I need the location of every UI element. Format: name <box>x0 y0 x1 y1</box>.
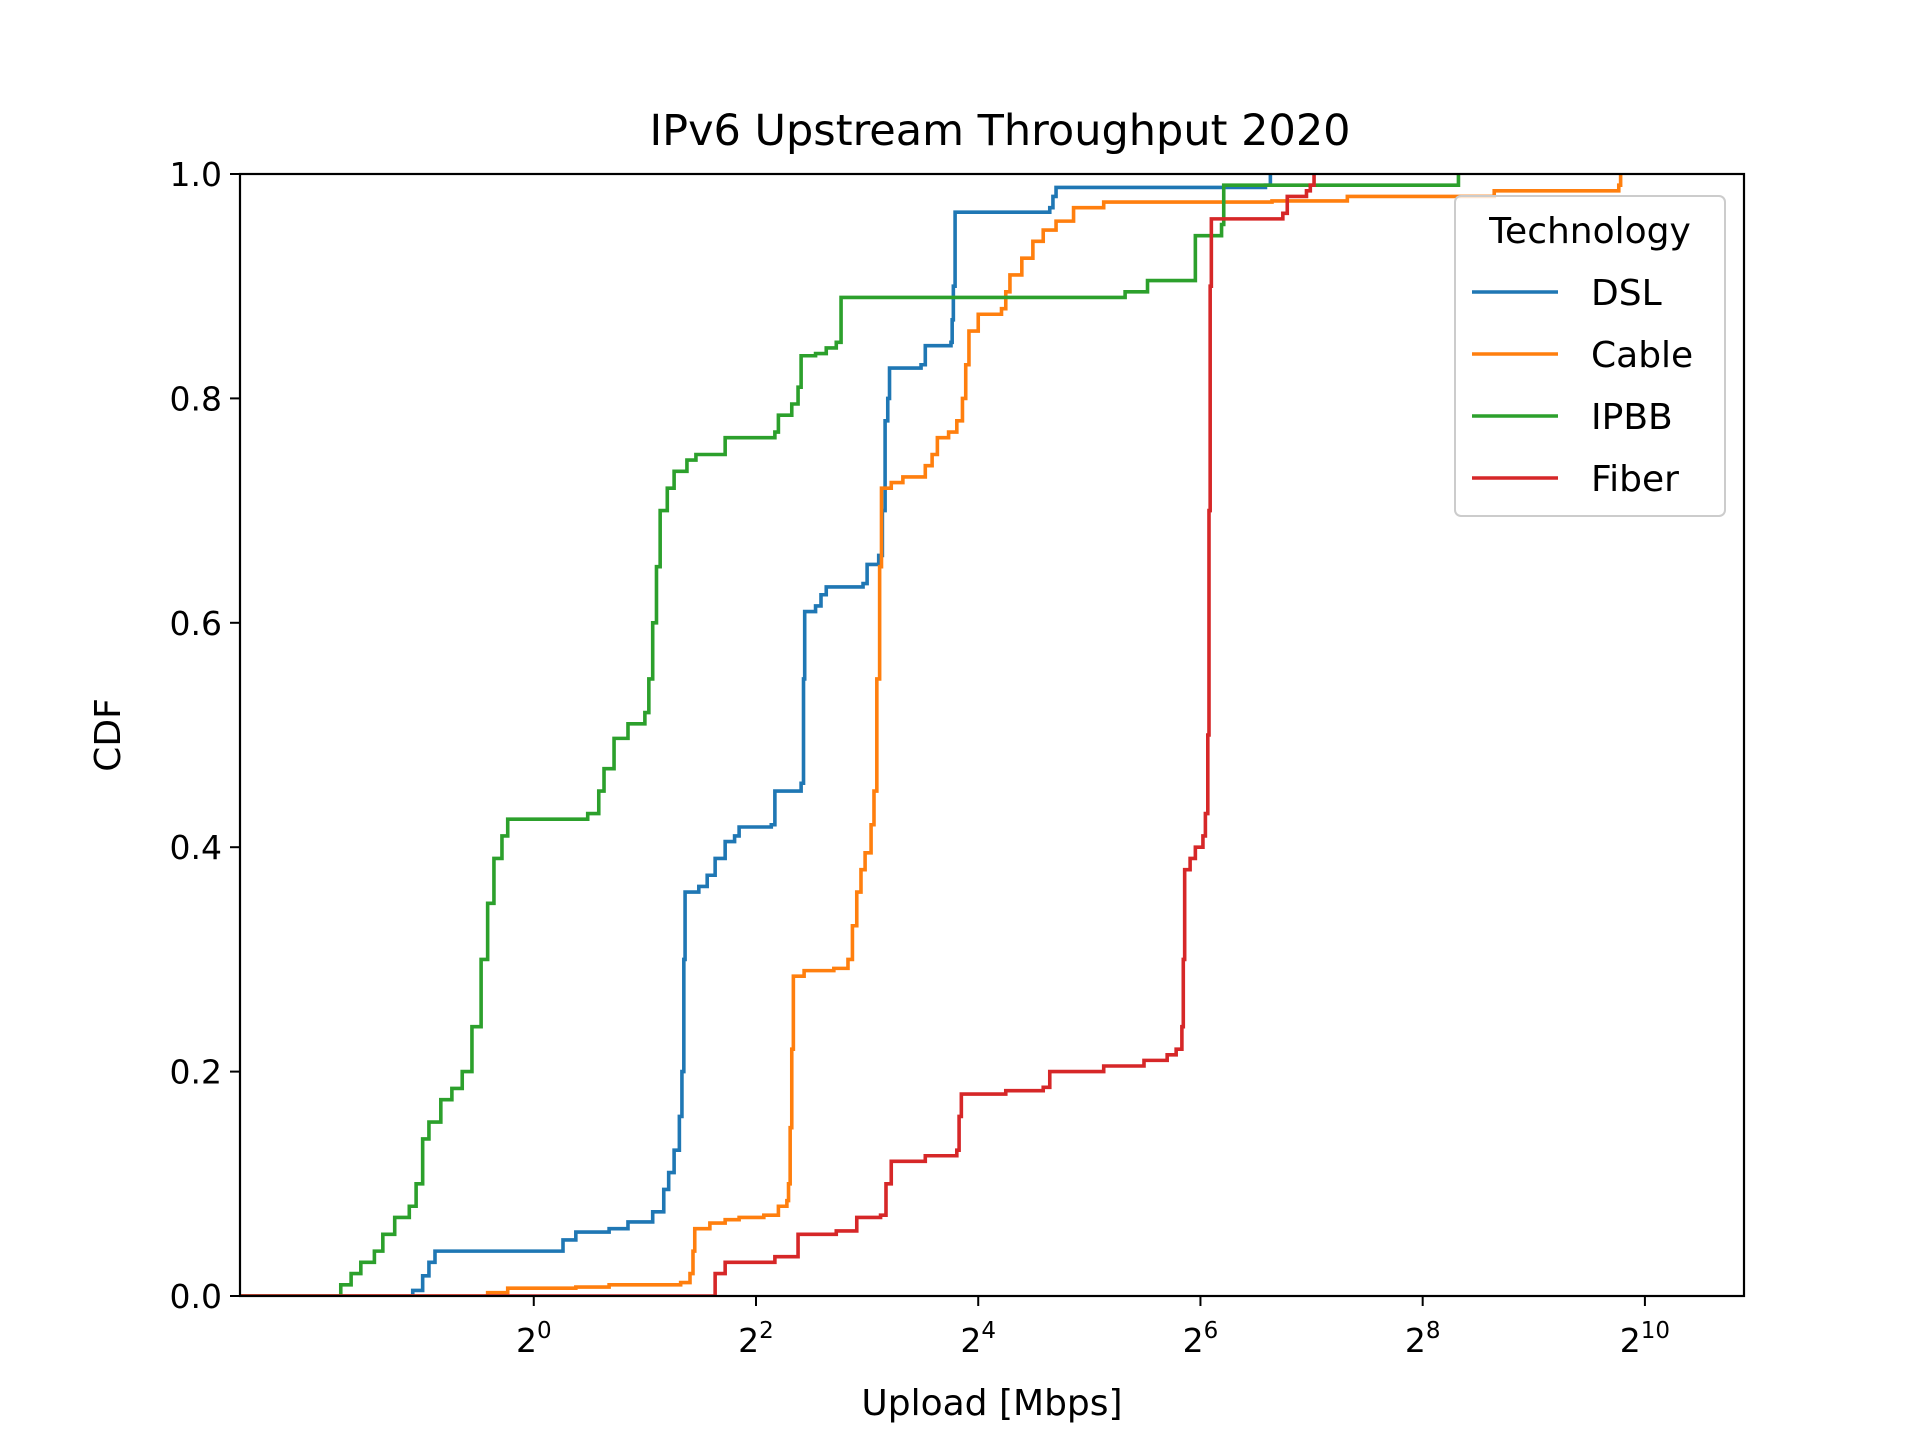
x-tick-label-1: 22 <box>738 1318 774 1360</box>
y-tick-label-3: 0.6 <box>170 604 222 643</box>
x-tick-label-3: 26 <box>1183 1318 1219 1360</box>
legend-label-ipbb: IPBB <box>1591 397 1673 438</box>
legend-entries: DSL Cable IPBB Fiber <box>1472 273 1693 500</box>
legend-label-dsl: DSL <box>1591 273 1662 314</box>
series-line-fiber <box>240 174 1316 1296</box>
legend: Technology DSL Cable IPBB Fiber <box>1454 195 1726 517</box>
x-axis-label: Upload [Mbps] <box>861 1383 1122 1424</box>
x-tick-label-2: 24 <box>960 1318 996 1360</box>
y-axis-ticks: 0.0 0.2 0.4 0.6 0.8 1.0 <box>170 155 240 1316</box>
x-tick-label-4: 28 <box>1405 1318 1441 1360</box>
legend-label-cable: Cable <box>1591 335 1693 376</box>
series-line-ipbb <box>240 174 1461 1296</box>
y-tick-label-5: 1.0 <box>170 155 222 194</box>
y-tick-label-1: 0.2 <box>170 1053 222 1092</box>
y-tick-label-2: 0.4 <box>170 828 222 867</box>
x-axis-ticks: 20 22 24 26 28 210 <box>516 1296 1670 1360</box>
chart-title: IPv6 Upstream Throughput 2020 <box>649 106 1350 156</box>
series-line-dsl <box>240 174 1273 1296</box>
x-tick-label-5: 210 <box>1620 1318 1670 1360</box>
y-tick-label-0: 0.0 <box>170 1277 222 1316</box>
y-axis-label: CDF <box>88 698 129 772</box>
legend-box <box>1454 195 1726 517</box>
plot-frame <box>238 172 1746 1298</box>
series-layer <box>240 174 1623 1296</box>
y-tick-label-4: 0.8 <box>170 379 222 418</box>
legend-label-fiber: Fiber <box>1591 459 1679 500</box>
series-line-cable <box>240 174 1623 1296</box>
x-tick-label-0: 20 <box>516 1318 552 1360</box>
legend-title: Technology <box>1488 211 1691 252</box>
